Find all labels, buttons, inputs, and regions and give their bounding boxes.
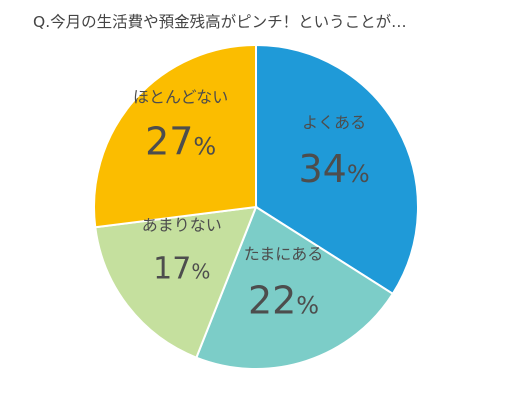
slice-category-label: たまにある: [244, 245, 324, 264]
slice-value-label: 22%: [248, 279, 319, 323]
pie-slice-3: [94, 205, 258, 359]
chart-title: Q.今月の生活費や預金残高がピンチ！ということが…: [33, 13, 407, 31]
slice-value-label: 17%: [153, 252, 210, 287]
pie-labels: よくある 34% たまにある 22% あまりない 17% ほとんどない 27%: [133, 88, 370, 323]
slice-category-label: あまりない: [142, 216, 222, 235]
pie-slice-2: [195, 205, 395, 370]
pie-slice-4: [93, 43, 257, 229]
slice-value-label: 34%: [298, 147, 369, 191]
slice-category-label: ほとんどない: [133, 88, 228, 107]
slice-value-label: 27%: [145, 120, 216, 164]
pie-slices: [93, 43, 419, 370]
slice-category-label: よくある: [302, 113, 366, 132]
